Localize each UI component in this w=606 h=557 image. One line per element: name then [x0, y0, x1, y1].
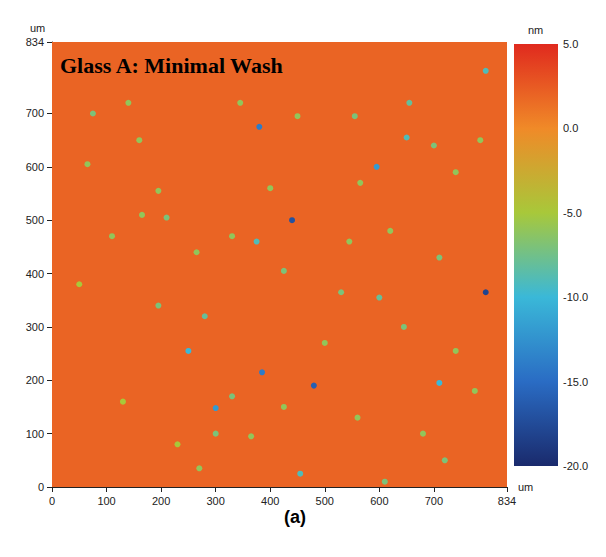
svg-text:100: 100 — [97, 495, 115, 507]
svg-text:400: 400 — [261, 495, 279, 507]
svg-text:500: 500 — [316, 495, 334, 507]
svg-text:200: 200 — [152, 495, 170, 507]
svg-text:600: 600 — [370, 495, 388, 507]
svg-text:-20.0: -20.0 — [563, 460, 588, 472]
svg-text:-10.0: -10.0 — [563, 291, 588, 303]
svg-text:400: 400 — [26, 268, 44, 280]
svg-text:700: 700 — [425, 495, 443, 507]
svg-text:-15.0: -15.0 — [563, 376, 588, 388]
svg-text:nm: nm — [528, 24, 543, 36]
svg-text:-5.0: -5.0 — [563, 207, 582, 219]
svg-text:100: 100 — [26, 428, 44, 440]
svg-text:(a): (a) — [284, 507, 306, 527]
svg-text:300: 300 — [26, 321, 44, 333]
svg-text:0: 0 — [38, 481, 44, 493]
svg-text:700: 700 — [26, 107, 44, 119]
svg-text:834: 834 — [26, 36, 44, 48]
svg-text:0: 0 — [49, 495, 55, 507]
svg-text:um: um — [30, 22, 45, 34]
svg-text:Glass A: Minimal Wash: Glass A: Minimal Wash — [60, 53, 283, 78]
svg-text:5.0: 5.0 — [563, 38, 578, 50]
svg-text:um: um — [518, 481, 533, 493]
svg-text:500: 500 — [26, 214, 44, 226]
svg-text:300: 300 — [206, 495, 224, 507]
svg-text:200: 200 — [26, 374, 44, 386]
svg-text:600: 600 — [26, 161, 44, 173]
svg-text:834: 834 — [498, 495, 516, 507]
svg-text:0.0: 0.0 — [563, 122, 578, 134]
